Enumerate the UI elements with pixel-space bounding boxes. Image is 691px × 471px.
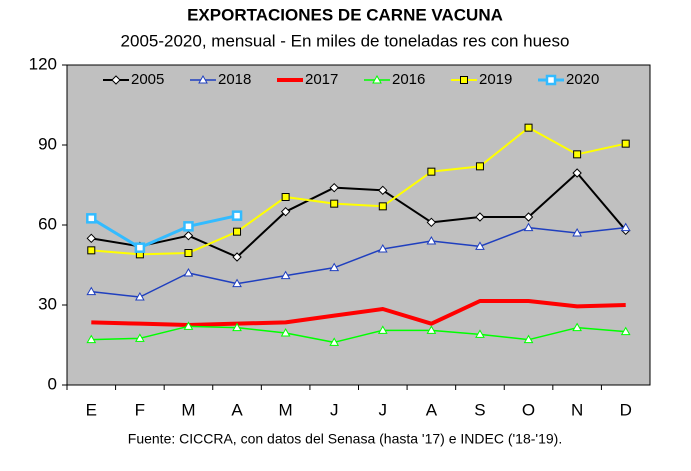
marker <box>183 267 194 277</box>
x-tick-label: D <box>620 400 632 419</box>
marker <box>329 182 339 193</box>
x-tick-label: M <box>279 400 293 419</box>
legend-label: 2020 <box>566 71 599 88</box>
legend-label: 2019 <box>479 71 512 88</box>
marker <box>111 75 121 85</box>
x-tick-label: J <box>379 400 388 419</box>
marker <box>545 74 557 86</box>
x-tick-label: O <box>522 400 535 419</box>
chart-subtitle: 2005-2020, mensual - En miles de tonelad… <box>121 31 570 50</box>
legend-label: 2018 <box>218 71 251 88</box>
marker <box>378 185 388 196</box>
source-note: Fuente: CICCRA, con datos del Senasa (ha… <box>128 431 562 447</box>
x-tick-label: J <box>330 400 339 419</box>
marker <box>475 241 485 250</box>
marker <box>183 221 194 232</box>
x-tick-label: F <box>135 400 145 419</box>
marker <box>87 246 96 255</box>
marker <box>329 337 340 346</box>
x-tick-label: E <box>86 400 97 419</box>
legend-label: 2005 <box>131 71 164 88</box>
marker <box>372 74 382 84</box>
y-tick-label: 120 <box>29 54 57 73</box>
marker <box>572 227 582 237</box>
marker <box>572 168 582 178</box>
marker <box>233 227 242 236</box>
series-line <box>91 299 626 327</box>
marker <box>280 206 291 217</box>
marker <box>523 212 534 222</box>
marker <box>427 167 436 176</box>
series-line <box>91 325 626 344</box>
marker <box>86 334 97 344</box>
marker <box>460 76 468 84</box>
legend-label: 2017 <box>305 71 338 88</box>
marker <box>280 327 291 337</box>
marker <box>86 233 96 244</box>
y-tick-label: 60 <box>38 214 57 233</box>
marker <box>231 210 243 221</box>
x-tick-label: N <box>571 400 583 419</box>
marker <box>523 222 534 232</box>
series-line <box>91 126 626 256</box>
marker <box>573 150 582 159</box>
marker <box>86 286 97 296</box>
marker <box>135 291 145 301</box>
marker <box>523 334 534 344</box>
marker <box>134 242 146 253</box>
marker <box>329 262 340 272</box>
y-tick-label: 90 <box>38 134 57 153</box>
y-tick-label: 30 <box>38 294 57 313</box>
marker <box>620 222 631 232</box>
marker <box>330 199 339 208</box>
marker <box>426 325 437 334</box>
marker <box>232 278 242 288</box>
marker <box>377 325 388 334</box>
marker <box>183 321 194 330</box>
x-tick-label: A <box>426 400 438 419</box>
marker <box>572 322 582 332</box>
series-line <box>91 226 626 298</box>
marker <box>426 217 437 228</box>
marker <box>232 252 242 262</box>
marker <box>232 322 242 332</box>
marker <box>426 235 437 245</box>
marker <box>377 243 388 253</box>
marker <box>86 213 97 224</box>
marker <box>281 193 290 201</box>
y-tick-label: 0 <box>48 374 57 393</box>
series-line <box>90 214 238 250</box>
x-tick-label: M <box>181 400 195 419</box>
series-line <box>91 172 627 258</box>
marker <box>198 74 208 84</box>
marker <box>620 326 631 336</box>
marker <box>184 249 193 257</box>
marker <box>378 202 387 211</box>
marker <box>621 139 630 148</box>
marker <box>183 230 194 241</box>
x-tick-label: S <box>474 400 485 419</box>
marker <box>280 270 291 280</box>
chart-title: EXPORTACIONES DE CARNE VACUNA <box>187 5 503 24</box>
marker <box>475 329 485 338</box>
marker <box>135 333 145 342</box>
legend-label: 2016 <box>392 71 425 88</box>
marker <box>475 162 484 171</box>
marker <box>524 123 533 132</box>
marker <box>475 212 485 222</box>
x-tick-label: A <box>231 400 243 419</box>
